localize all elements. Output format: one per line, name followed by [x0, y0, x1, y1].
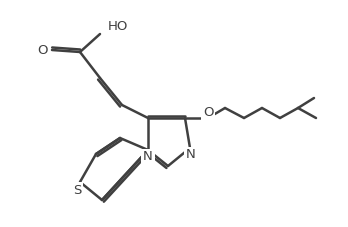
Text: N: N: [143, 151, 153, 163]
Text: O: O: [203, 106, 213, 118]
Text: O: O: [38, 44, 48, 57]
Text: N: N: [186, 148, 196, 161]
Text: HO: HO: [108, 20, 128, 34]
Text: S: S: [73, 183, 81, 197]
